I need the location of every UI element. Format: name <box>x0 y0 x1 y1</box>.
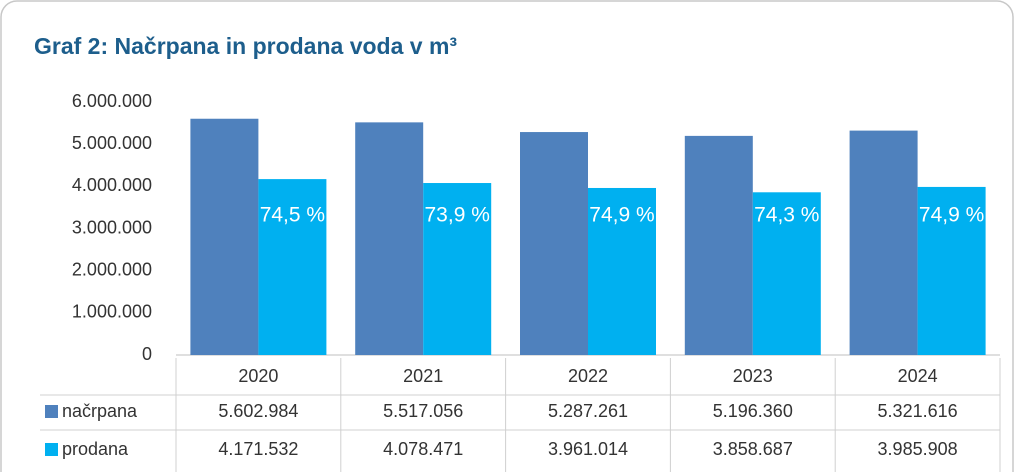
bar <box>423 183 492 355</box>
table-value: 5.196.360 <box>713 401 793 421</box>
x-tick-label: 2021 <box>403 366 443 386</box>
y-tick-label: 5.000.000 <box>72 133 152 153</box>
y-tick-label: 1.000.000 <box>72 302 152 322</box>
ratio-label: 74,3 % <box>754 204 819 227</box>
legend-label: prodana <box>62 439 129 459</box>
table-value: 4.078.471 <box>383 439 463 459</box>
bar <box>355 122 424 355</box>
table-value: 3.961.014 <box>548 439 628 459</box>
y-tick-label: 6.000.000 <box>72 91 152 111</box>
table-value: 3.858.687 <box>713 439 793 459</box>
bar <box>588 187 656 355</box>
table-value: 4.171.532 <box>218 439 298 459</box>
legend-swatch <box>45 405 58 418</box>
table-value: 5.602.984 <box>218 401 298 421</box>
bar <box>917 186 986 355</box>
legend-label: načrpana <box>62 401 138 421</box>
bar <box>849 130 918 355</box>
x-tick-label: 2024 <box>898 366 938 386</box>
x-tick-label: 2023 <box>733 366 773 386</box>
table-value: 3.985.908 <box>878 439 958 459</box>
ratio-label: 74,9 % <box>589 204 654 227</box>
chart-title: Graf 2: Načrpana in prodana voda v m³ <box>34 33 457 59</box>
bar <box>752 192 821 355</box>
x-tick-label: 2022 <box>568 366 608 386</box>
table-value: 5.321.616 <box>878 401 958 421</box>
bar <box>258 179 327 355</box>
ratio-label: 73,9 % <box>425 204 490 227</box>
x-tick-label: 2020 <box>238 366 278 386</box>
bar <box>684 135 753 355</box>
table-value: 5.517.056 <box>383 401 463 421</box>
bar <box>520 132 588 355</box>
y-tick-label: 2.000.000 <box>72 259 152 279</box>
y-tick-label: 4.000.000 <box>72 175 152 195</box>
ratio-label: 74,9 % <box>919 204 984 227</box>
y-tick-label: 0 <box>142 344 152 364</box>
bar <box>190 118 259 355</box>
table-value: 5.287.261 <box>548 401 628 421</box>
ratio-label: 74,5 % <box>260 204 325 227</box>
y-tick-label: 3.000.000 <box>72 217 152 237</box>
legend-swatch <box>45 443 58 456</box>
